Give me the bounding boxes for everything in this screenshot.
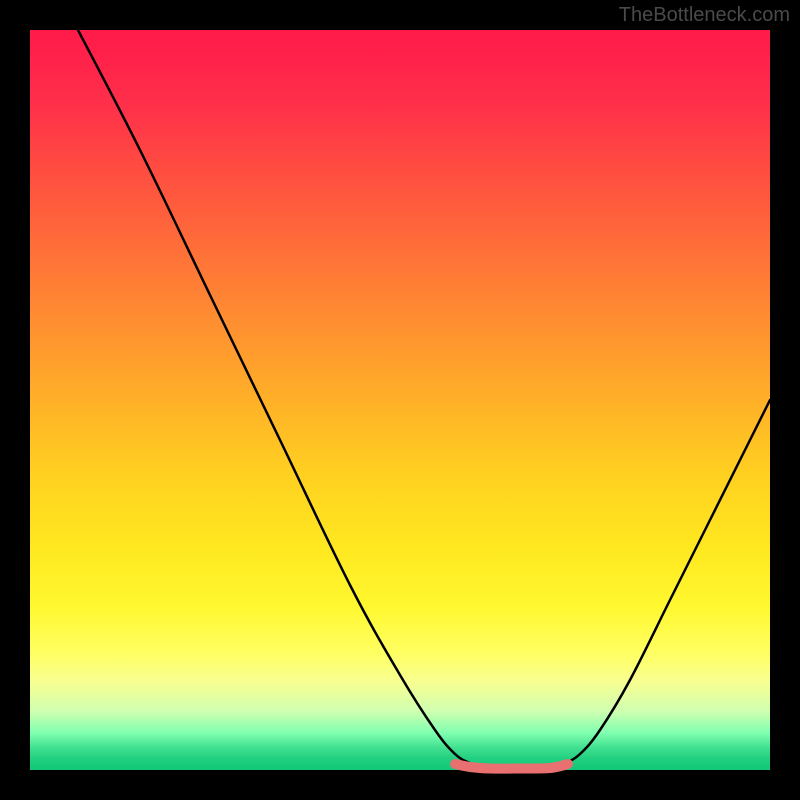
plot-area — [30, 30, 770, 770]
chart-container: TheBottleneck.com — [0, 0, 800, 800]
watermark-text: TheBottleneck.com — [619, 4, 790, 27]
